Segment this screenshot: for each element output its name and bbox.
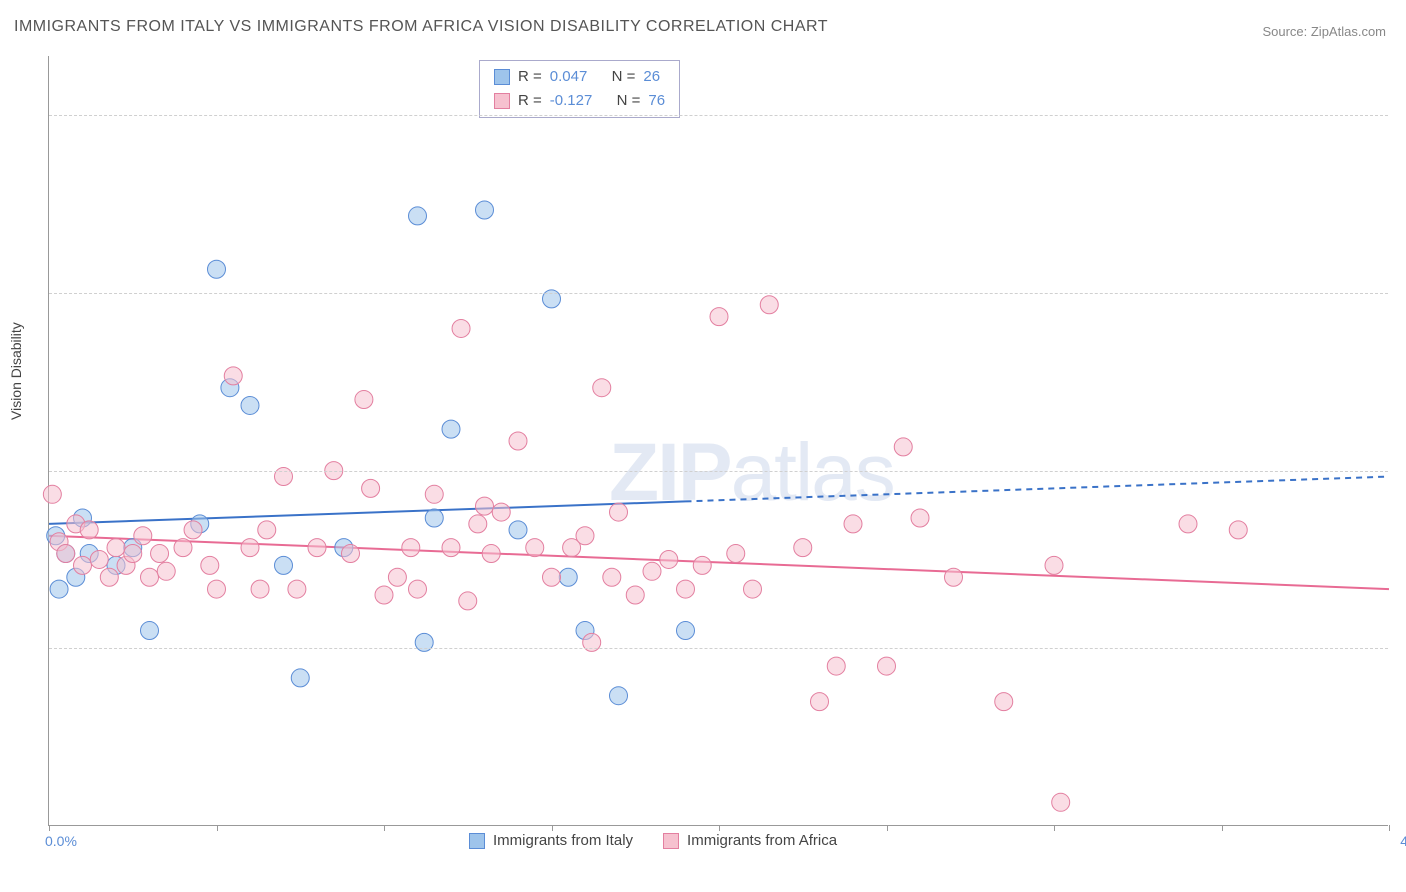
gridline [49, 115, 1388, 116]
x-tick-mark [887, 825, 888, 831]
x-tick-mark [1222, 825, 1223, 831]
legend-item-africa: Immigrants from Africa [663, 832, 837, 849]
r-label: R = [518, 89, 542, 113]
chart-plot-area: ZIPatlas R = 0.047 N = 26 R = -0.127 N =… [48, 56, 1388, 826]
n-label: N = [612, 65, 636, 89]
legend: Immigrants from Italy Immigrants from Af… [469, 832, 837, 849]
x-range-max: 40.0% [1400, 833, 1406, 849]
x-tick-mark [49, 825, 50, 831]
legend-item-italy: Immigrants from Italy [469, 832, 633, 849]
n-value-italy: 26 [643, 65, 660, 89]
chart-title: IMMIGRANTS FROM ITALY VS IMMIGRANTS FROM… [14, 18, 828, 36]
x-tick-mark [1054, 825, 1055, 831]
y-axis-label: Vision Disability [8, 322, 24, 420]
legend-swatch-italy [469, 833, 485, 849]
correlation-stats-box: R = 0.047 N = 26 R = -0.127 N = 76 [479, 60, 680, 118]
source-label: Source: ZipAtlas.com [1262, 24, 1386, 39]
gridline [49, 648, 1388, 649]
scatter-plot-svg [49, 56, 1388, 825]
stats-row-italy: R = 0.047 N = 26 [494, 65, 665, 89]
x-tick-mark [384, 825, 385, 831]
gridline [49, 471, 1388, 472]
x-tick-mark [719, 825, 720, 831]
r-value-italy: 0.047 [550, 65, 588, 89]
stats-row-africa: R = -0.127 N = 76 [494, 89, 665, 113]
legend-label-africa: Immigrants from Africa [687, 832, 837, 849]
x-tick-mark [552, 825, 553, 831]
r-value-africa: -0.127 [550, 89, 593, 113]
gridline [49, 293, 1388, 294]
x-range-min: 0.0% [45, 833, 77, 849]
swatch-italy [494, 69, 510, 85]
r-label: R = [518, 65, 542, 89]
legend-label-italy: Immigrants from Italy [493, 832, 633, 849]
x-tick-mark [217, 825, 218, 831]
swatch-africa [494, 93, 510, 109]
n-label: N = [617, 89, 641, 113]
legend-swatch-africa [663, 833, 679, 849]
n-value-africa: 76 [648, 89, 665, 113]
x-tick-mark [1389, 825, 1390, 831]
